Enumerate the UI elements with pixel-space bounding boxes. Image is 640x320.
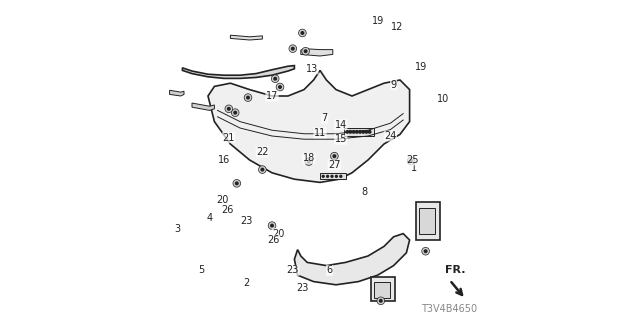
- Text: 23: 23: [296, 283, 308, 293]
- Circle shape: [233, 180, 241, 187]
- Text: 18: 18: [303, 153, 315, 164]
- Circle shape: [289, 45, 296, 52]
- Circle shape: [340, 175, 342, 177]
- Circle shape: [330, 152, 338, 160]
- Text: 24: 24: [384, 131, 397, 141]
- Text: 5: 5: [198, 265, 205, 276]
- Text: 6: 6: [326, 265, 333, 276]
- Text: 3: 3: [175, 224, 180, 234]
- Text: T3V4B4650: T3V4B4650: [420, 304, 477, 314]
- Circle shape: [236, 182, 238, 185]
- Text: 23: 23: [240, 216, 253, 226]
- PathPatch shape: [208, 70, 410, 182]
- Circle shape: [335, 175, 337, 177]
- Text: 14: 14: [335, 120, 347, 130]
- Circle shape: [271, 75, 279, 83]
- PathPatch shape: [294, 234, 410, 285]
- Bar: [416, 202, 440, 240]
- Circle shape: [349, 131, 352, 133]
- Circle shape: [353, 131, 355, 133]
- Circle shape: [422, 247, 429, 255]
- Text: 13: 13: [306, 64, 318, 74]
- Circle shape: [298, 29, 306, 37]
- Text: 9: 9: [390, 80, 397, 90]
- Text: 15: 15: [335, 134, 347, 144]
- Circle shape: [346, 131, 348, 133]
- Text: 19: 19: [371, 16, 384, 26]
- Circle shape: [259, 166, 266, 173]
- Circle shape: [362, 131, 365, 133]
- Text: 10: 10: [437, 94, 449, 104]
- Circle shape: [377, 297, 385, 305]
- Text: 8: 8: [362, 187, 368, 197]
- Bar: [419, 208, 435, 234]
- Text: 11: 11: [314, 128, 326, 138]
- Circle shape: [232, 109, 239, 116]
- Circle shape: [323, 175, 324, 177]
- Text: 27: 27: [328, 160, 340, 170]
- Bar: [371, 277, 396, 301]
- Circle shape: [369, 131, 371, 133]
- Bar: [320, 173, 346, 179]
- Text: 16: 16: [218, 155, 230, 165]
- Text: 19: 19: [415, 62, 427, 72]
- Circle shape: [359, 131, 361, 133]
- Text: 7: 7: [322, 113, 328, 124]
- Text: 17: 17: [266, 91, 278, 101]
- PathPatch shape: [301, 49, 333, 56]
- Text: 21: 21: [223, 132, 235, 143]
- Circle shape: [410, 160, 413, 162]
- Circle shape: [301, 32, 303, 34]
- Text: 23: 23: [287, 265, 299, 276]
- Text: 1: 1: [412, 163, 417, 173]
- Circle shape: [307, 160, 310, 163]
- Text: 4: 4: [207, 212, 212, 223]
- Circle shape: [228, 108, 230, 110]
- Text: 26: 26: [221, 204, 234, 215]
- Circle shape: [268, 222, 276, 229]
- Circle shape: [408, 157, 415, 165]
- Circle shape: [331, 175, 333, 177]
- Text: 25: 25: [406, 155, 419, 165]
- Circle shape: [225, 105, 233, 113]
- Text: 2: 2: [243, 278, 250, 288]
- Circle shape: [326, 175, 328, 177]
- Bar: [374, 282, 390, 298]
- PathPatch shape: [192, 103, 214, 110]
- Circle shape: [261, 168, 264, 171]
- Circle shape: [271, 224, 273, 227]
- Circle shape: [305, 50, 307, 52]
- Circle shape: [333, 155, 335, 157]
- Circle shape: [356, 131, 358, 133]
- Text: 12: 12: [390, 22, 403, 32]
- Circle shape: [302, 47, 310, 55]
- Text: 20: 20: [216, 195, 228, 205]
- Text: 20: 20: [272, 228, 285, 239]
- Text: 22: 22: [256, 147, 269, 157]
- Circle shape: [276, 83, 284, 91]
- Circle shape: [244, 94, 252, 101]
- Text: 26: 26: [268, 235, 280, 245]
- Bar: [344, 128, 374, 136]
- Circle shape: [247, 96, 250, 99]
- PathPatch shape: [230, 35, 262, 40]
- Circle shape: [234, 111, 237, 114]
- Circle shape: [365, 131, 367, 133]
- Circle shape: [292, 47, 294, 50]
- Circle shape: [424, 250, 427, 252]
- Circle shape: [279, 86, 282, 88]
- Circle shape: [274, 77, 276, 80]
- Circle shape: [380, 300, 382, 302]
- PathPatch shape: [182, 66, 294, 78]
- PathPatch shape: [170, 90, 184, 96]
- Text: FR.: FR.: [445, 265, 465, 275]
- Circle shape: [305, 158, 312, 165]
